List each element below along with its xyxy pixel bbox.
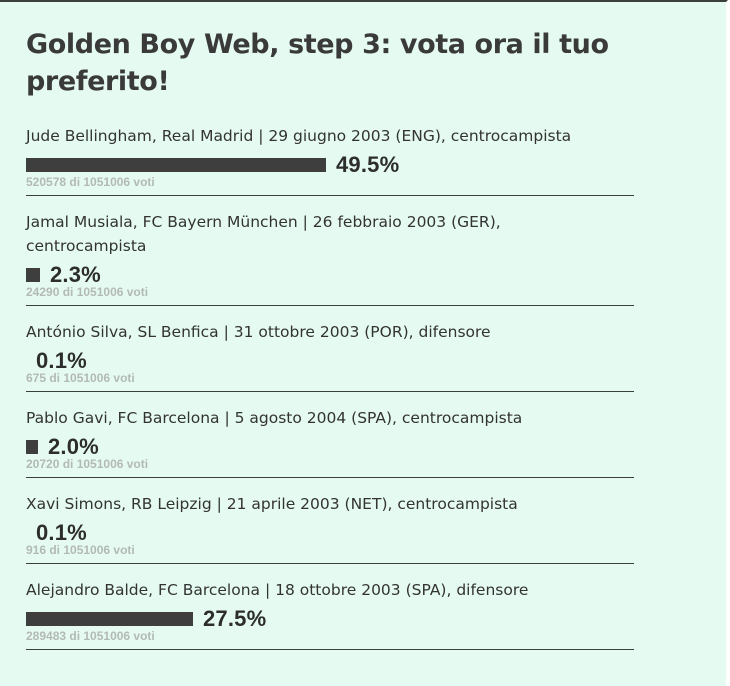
vote-count: 916 di 1051006 voti <box>26 543 135 557</box>
vote-count: 675 di 1051006 voti <box>26 371 135 385</box>
poll-option-bellingham: Jude Bellingham, Real Madrid | 29 giugno… <box>26 124 634 196</box>
option-label: Xavi Simons, RB Leipzig | 21 aprile 2003… <box>26 495 518 513</box>
result-row: 49.5% <box>26 152 634 178</box>
result-bar <box>26 440 38 454</box>
poll-results-list: Jude Bellingham, Real Madrid | 29 giugno… <box>26 124 634 664</box>
option-label: António Silva, SL Benfica | 31 ottobre 2… <box>26 323 491 341</box>
result-bar <box>26 268 40 282</box>
result-percent: 49.5% <box>336 152 400 177</box>
option-label: Jude Bellingham, Real Madrid | 29 giugno… <box>26 127 572 145</box>
vote-count: 20720 di 1051006 voti <box>26 457 149 471</box>
result-percent: 27.5% <box>203 606 267 631</box>
result-percent: 0.1% <box>36 348 87 373</box>
poll-option-musiala: Jamal Musiala, FC Bayern München | 26 fe… <box>26 210 634 306</box>
result-row: 2.0% <box>26 434 634 460</box>
result-bar <box>26 158 326 172</box>
vote-count: 520578 di 1051006 voti <box>26 175 155 189</box>
option-label: Jamal Musiala, FC Bayern München | 26 fe… <box>26 213 501 255</box>
result-row: 27.5% <box>26 606 634 632</box>
poll-option-balde: Alejandro Balde, FC Barcelona | 18 ottob… <box>26 578 634 650</box>
result-row: 2.3% <box>26 262 634 288</box>
result-row: 0.1% <box>26 520 634 546</box>
result-bar <box>26 612 193 626</box>
result-row: 0.1% <box>26 348 634 374</box>
result-percent: 2.0% <box>48 434 99 459</box>
poll-option-simons: Xavi Simons, RB Leipzig | 21 aprile 2003… <box>26 492 634 564</box>
poll-option-gavi: Pablo Gavi, FC Barcelona | 5 agosto 2004… <box>26 406 634 478</box>
vote-count: 289483 di 1051006 voti <box>26 629 155 643</box>
result-percent: 2.3% <box>50 262 101 287</box>
poll-title: Golden Boy Web, step 3: vota ora il tuo … <box>26 29 609 97</box>
option-label: Pablo Gavi, FC Barcelona | 5 agosto 2004… <box>26 409 523 427</box>
option-label: Alejandro Balde, FC Barcelona | 18 ottob… <box>26 581 529 599</box>
vote-count: 24290 di 1051006 voti <box>26 285 149 299</box>
result-percent: 0.1% <box>36 520 87 545</box>
poll-option-silva: António Silva, SL Benfica | 31 ottobre 2… <box>26 320 634 392</box>
